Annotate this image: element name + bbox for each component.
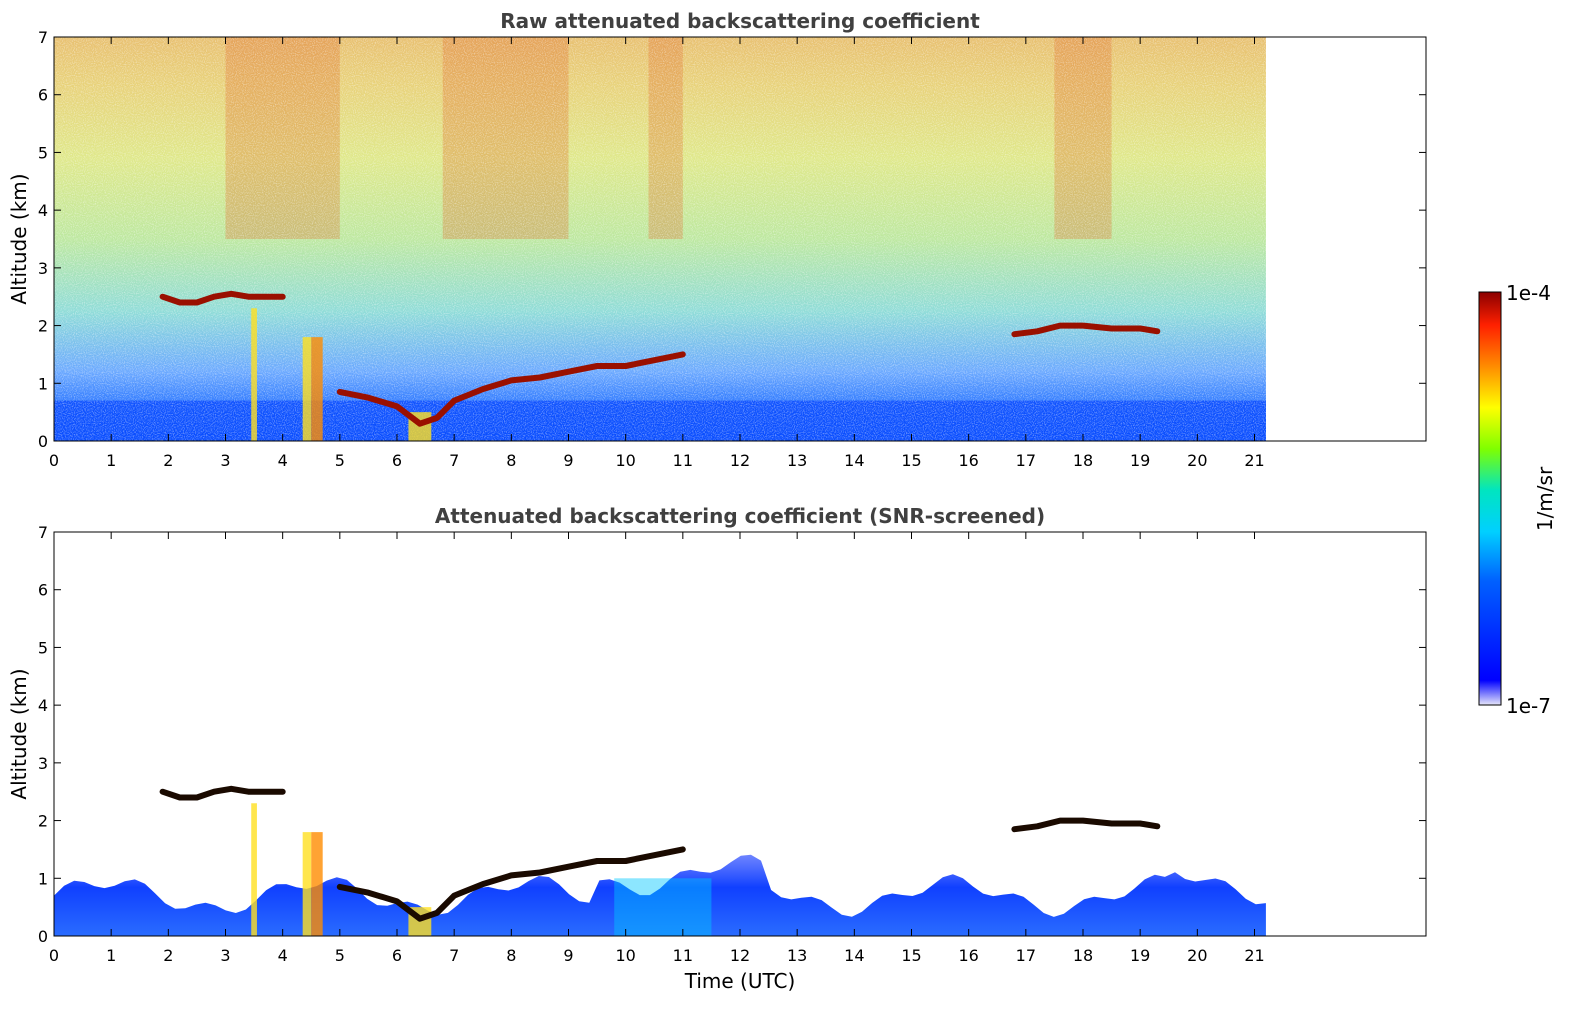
- precip-streak-0: [251, 803, 257, 936]
- y-tick-label: 4: [38, 201, 48, 220]
- precip-streak-2: [311, 337, 323, 441]
- x-tick-label: 0: [49, 946, 59, 965]
- x-tick-label: 10: [615, 946, 635, 965]
- x-tick-label: 13: [787, 946, 807, 965]
- panel2-cloud-layers: [159, 785, 1161, 922]
- x-tick-label: 5: [335, 946, 345, 965]
- colorbar-units-label: 1/m/sr: [1533, 466, 1557, 531]
- x-tick-label: 19: [1130, 946, 1150, 965]
- x-tick-label: 13: [787, 451, 807, 470]
- colorbar-min-label: 1e-7: [1506, 694, 1551, 718]
- colorbar-max-label: 1e-4: [1506, 281, 1551, 305]
- panel1-heatmap-field: [54, 37, 1266, 441]
- cloud-layer-1: [336, 846, 686, 922]
- x-tick-label: 1: [106, 451, 116, 470]
- x-tick-label: 18: [1073, 946, 1093, 965]
- precip-streak-0: [251, 308, 257, 441]
- cloud-layer-0: [159, 785, 286, 801]
- x-tick-label: 19: [1130, 451, 1150, 470]
- x-tick-label: 9: [563, 946, 573, 965]
- x-tick-label: 2: [163, 946, 173, 965]
- x-tick-label: 14: [844, 946, 864, 965]
- x-tick-label: 2: [163, 451, 173, 470]
- panel2-xlabel: Time (UTC): [684, 969, 796, 993]
- panel1-cloud-layers: [159, 290, 1161, 427]
- panel2-y-ticks: 0 1 2 3 4 5 6 7: [38, 523, 1426, 946]
- screened-boundary-layer: [54, 854, 1266, 936]
- x-tick-label: 6: [392, 451, 402, 470]
- x-tick-label: 18: [1073, 451, 1093, 470]
- aerosol-plume: [614, 878, 712, 936]
- y-tick-label: 2: [38, 812, 48, 831]
- x-tick-label: 4: [278, 451, 288, 470]
- x-tick-label: 7: [449, 946, 459, 965]
- x-tick-label: 1: [106, 946, 116, 965]
- x-tick-label: 17: [1016, 946, 1036, 965]
- y-tick-label: 3: [38, 754, 48, 773]
- y-tick-label: 6: [38, 581, 48, 600]
- x-tick-label: 0: [49, 451, 59, 470]
- x-tick-label: 10: [615, 451, 635, 470]
- x-tick-label: 4: [278, 946, 288, 965]
- y-tick-label: 2: [38, 317, 48, 336]
- x-tick-label: 8: [506, 451, 516, 470]
- x-tick-label: 3: [220, 946, 230, 965]
- x-tick-label: 3: [220, 451, 230, 470]
- y-tick-label: 1: [38, 374, 48, 393]
- y-tick-label: 7: [38, 523, 48, 542]
- x-tick-label: 11: [673, 946, 693, 965]
- y-tick-label: 7: [38, 28, 48, 47]
- x-tick-label: 9: [563, 451, 573, 470]
- cloud-layer-0: [159, 290, 286, 306]
- x-tick-label: 14: [844, 451, 864, 470]
- x-tick-label: 21: [1244, 946, 1264, 965]
- panel2-heatmap-field: [54, 803, 1266, 936]
- x-tick-label: 20: [1187, 451, 1207, 470]
- panel1-ylabel: Altitude (km): [7, 173, 31, 304]
- colorbar: 1e-4 1e-7 1/m/sr: [1478, 281, 1557, 718]
- panel2-title: Attenuated backscattering coefficient (S…: [435, 504, 1045, 528]
- x-tick-label: 12: [730, 451, 750, 470]
- x-tick-label: 11: [673, 451, 693, 470]
- panel1-y-ticks: 0 1 2 3 4 5 6 7: [38, 28, 1426, 451]
- x-tick-label: 7: [449, 451, 459, 470]
- precip-streak-1: [302, 832, 312, 936]
- x-tick-label: 17: [1016, 451, 1036, 470]
- x-tick-label: 16: [958, 451, 978, 470]
- x-tick-label: 21: [1244, 451, 1264, 470]
- cloud-layer-2: [1011, 322, 1161, 338]
- x-tick-label: 6: [392, 946, 402, 965]
- x-tick-label: 15: [901, 451, 921, 470]
- precip-streak-2: [311, 832, 323, 936]
- y-tick-label: 6: [38, 86, 48, 105]
- panel1-x-ticks: 0 1 2 3 4 5 6 7 8 9 10 11 12 13 14 15 16 17 18 19 20 21: [49, 37, 1265, 470]
- snr-screened-panel: Attenuated backscattering coefficient (S…: [7, 504, 1427, 993]
- panel1-title: Raw attenuated backscattering coefficien…: [500, 9, 980, 33]
- x-tick-label: 16: [958, 946, 978, 965]
- precip-streak-1: [302, 337, 312, 441]
- y-tick-label: 0: [38, 432, 48, 451]
- y-tick-label: 0: [38, 927, 48, 946]
- y-tick-label: 4: [38, 696, 48, 715]
- colorbar-gradient: [1478, 291, 1502, 706]
- panel2-x-ticks: 0 1 2 3 4 5 6 7 8 9 10 11 12 13 14 15 16 17 18 19 20 21: [49, 532, 1265, 965]
- panel2-ylabel: Altitude (km): [7, 668, 31, 799]
- x-tick-label: 20: [1187, 946, 1207, 965]
- x-tick-label: 8: [506, 946, 516, 965]
- x-tick-label: 5: [335, 451, 345, 470]
- raw-backscatter-panel: Raw attenuated backscattering coefficien…: [7, 9, 1427, 470]
- y-tick-label: 3: [38, 259, 48, 278]
- y-tick-label: 5: [38, 143, 48, 162]
- cloud-layer-1: [336, 351, 686, 427]
- y-tick-label: 1: [38, 869, 48, 888]
- y-tick-label: 5: [38, 638, 48, 657]
- cloud-layer-2: [1011, 817, 1161, 833]
- x-tick-label: 12: [730, 946, 750, 965]
- speckle-noise: [54, 37, 1266, 441]
- x-tick-label: 15: [901, 946, 921, 965]
